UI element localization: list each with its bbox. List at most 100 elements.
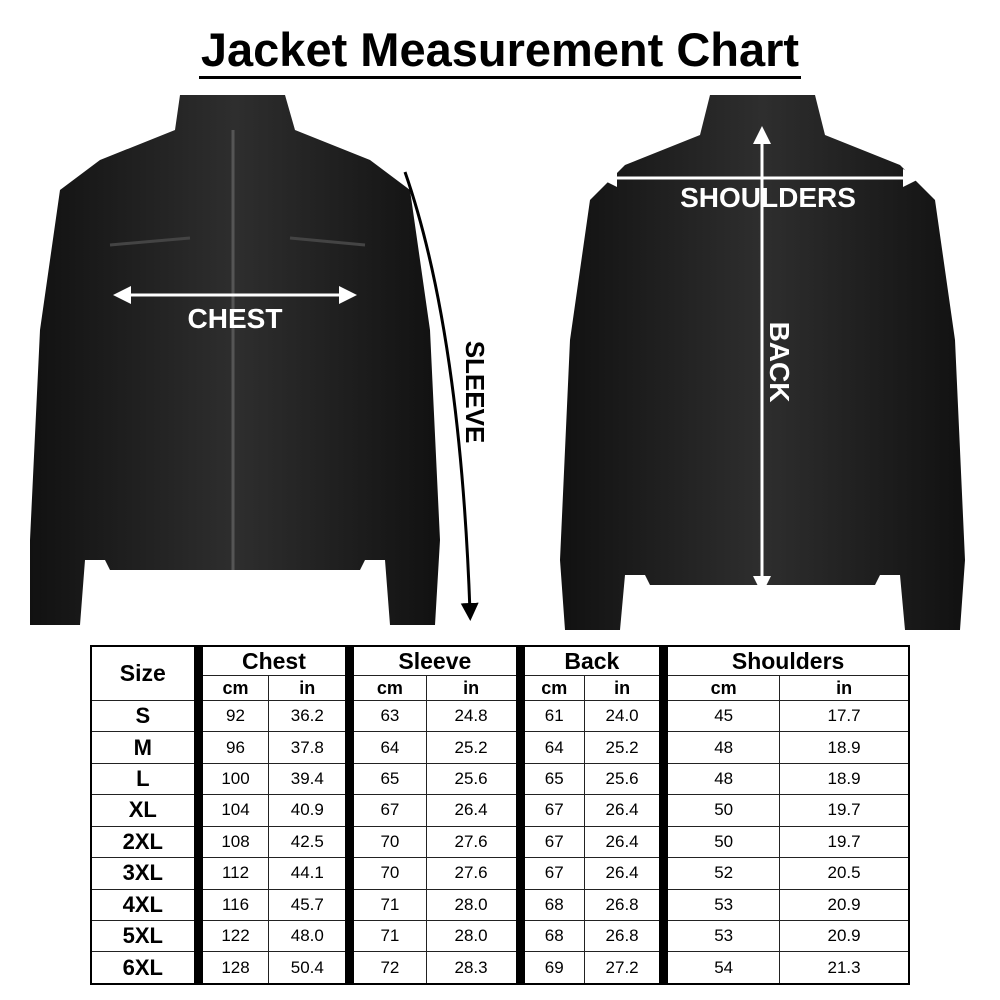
value-cell: 27.6 bbox=[425, 825, 521, 859]
value-cell: 19.7 bbox=[779, 794, 910, 827]
value-cell: 67 bbox=[345, 794, 427, 827]
value-cell: 71 bbox=[345, 919, 427, 953]
value-cell: 69 bbox=[515, 951, 585, 985]
value-cell: 17.7 bbox=[779, 699, 910, 733]
unit-header-cm: cm bbox=[659, 675, 781, 701]
value-cell: 45 bbox=[659, 699, 781, 733]
value-cell: 48 bbox=[659, 731, 781, 764]
table-row: M 96 37.8 64 25.2 64 25.2 48 18.9 bbox=[90, 731, 910, 764]
value-cell: 112 bbox=[193, 857, 270, 890]
unit-header-cm: cm bbox=[345, 675, 427, 701]
value-cell: 54 bbox=[659, 951, 781, 985]
value-cell: 65 bbox=[345, 762, 427, 796]
unit-header-cm: cm bbox=[193, 675, 270, 701]
unit-header-in: in bbox=[425, 675, 521, 701]
value-cell: 50 bbox=[659, 825, 781, 859]
table-row: 6XL 128 50.4 72 28.3 69 27.2 54 21.3 bbox=[90, 951, 910, 985]
value-cell: 28.0 bbox=[425, 888, 521, 921]
table-row: 4XL 116 45.7 71 28.0 68 26.8 53 20.9 bbox=[90, 888, 910, 921]
value-cell: 20.9 bbox=[779, 888, 910, 921]
column-group-shoulders: Shoulders bbox=[659, 645, 910, 676]
value-cell: 68 bbox=[515, 888, 585, 921]
table-row: 5XL 122 48.0 71 28.0 68 26.8 53 20.9 bbox=[90, 919, 910, 953]
shoulders-label: SHOULDERS bbox=[680, 182, 856, 213]
table-row: L 100 39.4 65 25.6 65 25.6 48 18.9 bbox=[90, 762, 910, 796]
column-group-back: Back bbox=[515, 645, 665, 676]
value-cell: 61 bbox=[515, 699, 585, 733]
value-cell: 25.6 bbox=[425, 762, 521, 796]
column-group-chest: Chest bbox=[193, 645, 351, 676]
value-cell: 72 bbox=[345, 951, 427, 985]
value-cell: 25.2 bbox=[425, 731, 521, 764]
unit-header-in: in bbox=[268, 675, 351, 701]
size-cell: 5XL bbox=[90, 919, 199, 953]
value-cell: 26.8 bbox=[583, 888, 665, 921]
size-cell: 2XL bbox=[90, 825, 199, 859]
value-cell: 122 bbox=[193, 919, 270, 953]
size-table: Size Chest Sleeve Back Shoulders cm in cm in cm… bbox=[90, 645, 910, 985]
unit-header-in: in bbox=[583, 675, 665, 701]
value-cell: 67 bbox=[515, 825, 585, 859]
value-cell: 128 bbox=[193, 951, 270, 985]
unit-header-in: in bbox=[779, 675, 910, 701]
value-cell: 40.9 bbox=[268, 794, 351, 827]
size-cell: L bbox=[90, 762, 199, 796]
value-cell: 20.5 bbox=[779, 857, 910, 890]
size-cell: XL bbox=[90, 794, 199, 827]
value-cell: 104 bbox=[193, 794, 270, 827]
value-cell: 26.4 bbox=[583, 825, 665, 859]
size-cell: M bbox=[90, 731, 199, 764]
value-cell: 70 bbox=[345, 857, 427, 890]
value-cell: 20.9 bbox=[779, 919, 910, 953]
value-cell: 108 bbox=[193, 825, 270, 859]
sleeve-label: SLEEVE bbox=[460, 341, 490, 444]
back-label: BACK bbox=[764, 322, 795, 403]
table-row: 3XL 112 44.1 70 27.6 67 26.4 52 20.5 bbox=[90, 857, 910, 890]
value-cell: 45.7 bbox=[268, 888, 351, 921]
value-cell: 24.0 bbox=[583, 699, 665, 733]
value-cell: 27.2 bbox=[583, 951, 665, 985]
value-cell: 27.6 bbox=[425, 857, 521, 890]
unit-header-cm: cm bbox=[515, 675, 585, 701]
size-cell: 4XL bbox=[90, 888, 199, 921]
value-cell: 18.9 bbox=[779, 731, 910, 764]
value-cell: 26.8 bbox=[583, 919, 665, 953]
value-cell: 25.6 bbox=[583, 762, 665, 796]
page-title: Jacket Measurement Chart bbox=[0, 22, 1000, 79]
table-row: XL 104 40.9 67 26.4 67 26.4 50 19.7 bbox=[90, 794, 910, 827]
value-cell: 36.2 bbox=[268, 699, 351, 733]
value-cell: 25.2 bbox=[583, 731, 665, 764]
value-cell: 92 bbox=[193, 699, 270, 733]
value-cell: 37.8 bbox=[268, 731, 351, 764]
column-group-sleeve: Sleeve bbox=[345, 645, 521, 676]
value-cell: 53 bbox=[659, 888, 781, 921]
value-cell: 63 bbox=[345, 699, 427, 733]
value-cell: 65 bbox=[515, 762, 585, 796]
value-cell: 28.3 bbox=[425, 951, 521, 985]
size-header: Size bbox=[90, 645, 199, 701]
size-cell: 6XL bbox=[90, 951, 199, 985]
value-cell: 24.8 bbox=[425, 699, 521, 733]
value-cell: 100 bbox=[193, 762, 270, 796]
value-cell: 50.4 bbox=[268, 951, 351, 985]
value-cell: 50 bbox=[659, 794, 781, 827]
value-cell: 64 bbox=[345, 731, 427, 764]
value-cell: 21.3 bbox=[779, 951, 910, 985]
value-cell: 48 bbox=[659, 762, 781, 796]
chest-label: CHEST bbox=[188, 303, 283, 334]
value-cell: 96 bbox=[193, 731, 270, 764]
value-cell: 67 bbox=[515, 794, 585, 827]
sleeve-arrow bbox=[403, 171, 479, 621]
value-cell: 68 bbox=[515, 919, 585, 953]
value-cell: 64 bbox=[515, 731, 585, 764]
value-cell: 28.0 bbox=[425, 919, 521, 953]
value-cell: 116 bbox=[193, 888, 270, 921]
value-cell: 71 bbox=[345, 888, 427, 921]
jacket-illustration: CHEST SLEEVE SHOULDERS BACK bbox=[30, 95, 965, 630]
table-row: 2XL 108 42.5 70 27.6 67 26.4 50 19.7 bbox=[90, 825, 910, 859]
value-cell: 19.7 bbox=[779, 825, 910, 859]
value-cell: 39.4 bbox=[268, 762, 351, 796]
size-cell: 3XL bbox=[90, 857, 199, 890]
value-cell: 42.5 bbox=[268, 825, 351, 859]
value-cell: 67 bbox=[515, 857, 585, 890]
